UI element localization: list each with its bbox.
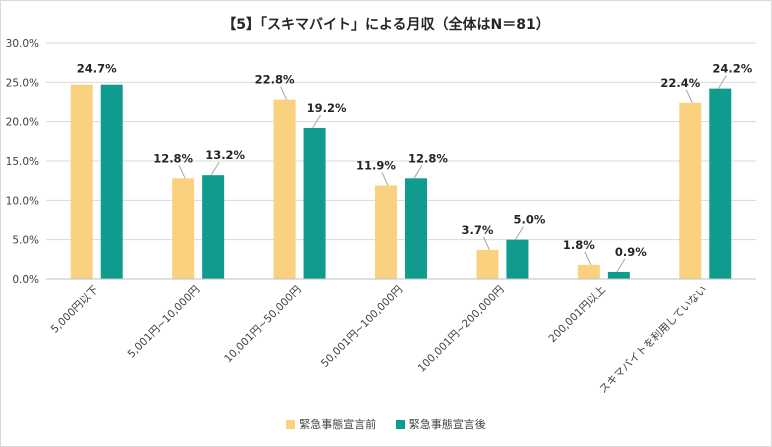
label-leader: [616, 258, 626, 273]
x-category-label: 50,001円~100,000円: [319, 284, 405, 370]
bar-after: [202, 175, 225, 279]
legend-item-after: 緊急事態宣言後: [395, 416, 486, 432]
data-label-before: 22.4%: [660, 76, 700, 90]
bar-before: [375, 185, 397, 279]
data-label-before: 12.8%: [153, 151, 193, 165]
label-leader: [381, 172, 389, 186]
data-label-before: 1.8%: [563, 238, 595, 252]
y-tick-label: 10.0%: [6, 195, 39, 207]
data-label-before: 11.9%: [356, 158, 396, 172]
bar-after: [100, 84, 123, 280]
x-category-label: 100,001円~200,000円: [416, 284, 507, 375]
data-label-before: 3.7%: [461, 223, 493, 237]
bar-before: [476, 249, 499, 279]
label-leader: [515, 226, 524, 240]
legend: 緊急事態宣言前 緊急事態宣言後: [0, 416, 772, 432]
bar-after: [303, 127, 326, 280]
label-leader: [584, 251, 592, 266]
data-label-after: 13.2%: [205, 148, 245, 162]
chart-title: 【5】「スキマバイト」による月収（全体はN＝81）: [222, 17, 550, 33]
label-leader: [312, 114, 321, 129]
data-label: 24.7%: [77, 62, 117, 76]
y-tick-label: 25.0%: [6, 77, 39, 89]
label-leader: [482, 236, 490, 251]
data-label-after: 12.8%: [408, 151, 448, 165]
label-leader: [280, 86, 288, 100]
bar-before: [273, 99, 296, 279]
label-leader: [210, 161, 220, 176]
bar-before: [577, 264, 600, 279]
bar-after: [607, 271, 630, 279]
y-tick-label: 5.0%: [12, 235, 39, 247]
x-category-label: スキマバイトを利用していない: [597, 284, 709, 396]
x-category-label: 200,001円以上: [547, 284, 608, 345]
y-tick-label: 30.0%: [6, 38, 39, 50]
legend-label-after: 緊急事態宣言後: [408, 418, 486, 431]
y-tick-label: 15.0%: [6, 156, 39, 168]
bar-after: [709, 88, 732, 279]
bar-after: [506, 239, 529, 279]
legend-swatch-after: [395, 419, 405, 429]
bar-before: [70, 84, 93, 280]
data-label-after: 24.2%: [712, 62, 752, 76]
label-leader: [178, 165, 186, 179]
label-leader: [717, 75, 727, 89]
legend-label-before: 緊急事態宣言前: [299, 418, 377, 431]
data-label-before: 22.8%: [255, 73, 295, 87]
bar-after: [405, 178, 427, 279]
bar-before: [679, 102, 702, 279]
x-category-label: 5,000円以下: [49, 284, 101, 336]
y-tick-label: 20.0%: [6, 117, 39, 129]
label-leader: [413, 165, 423, 179]
label-leader: [685, 89, 693, 103]
legend-item-before: 緊急事態宣言前: [286, 416, 376, 432]
x-category-label: 5,001円~10,000円: [125, 284, 202, 361]
data-label-after: 19.2%: [307, 101, 347, 115]
data-label-after: 0.9%: [615, 245, 647, 259]
x-category-label: 10,001円~50,000円: [222, 284, 304, 366]
legend-swatch-before: [286, 419, 296, 429]
y-tick-label: 0.0%: [12, 274, 39, 286]
data-label-after: 5.0%: [513, 213, 545, 227]
bar-before: [172, 178, 195, 279]
